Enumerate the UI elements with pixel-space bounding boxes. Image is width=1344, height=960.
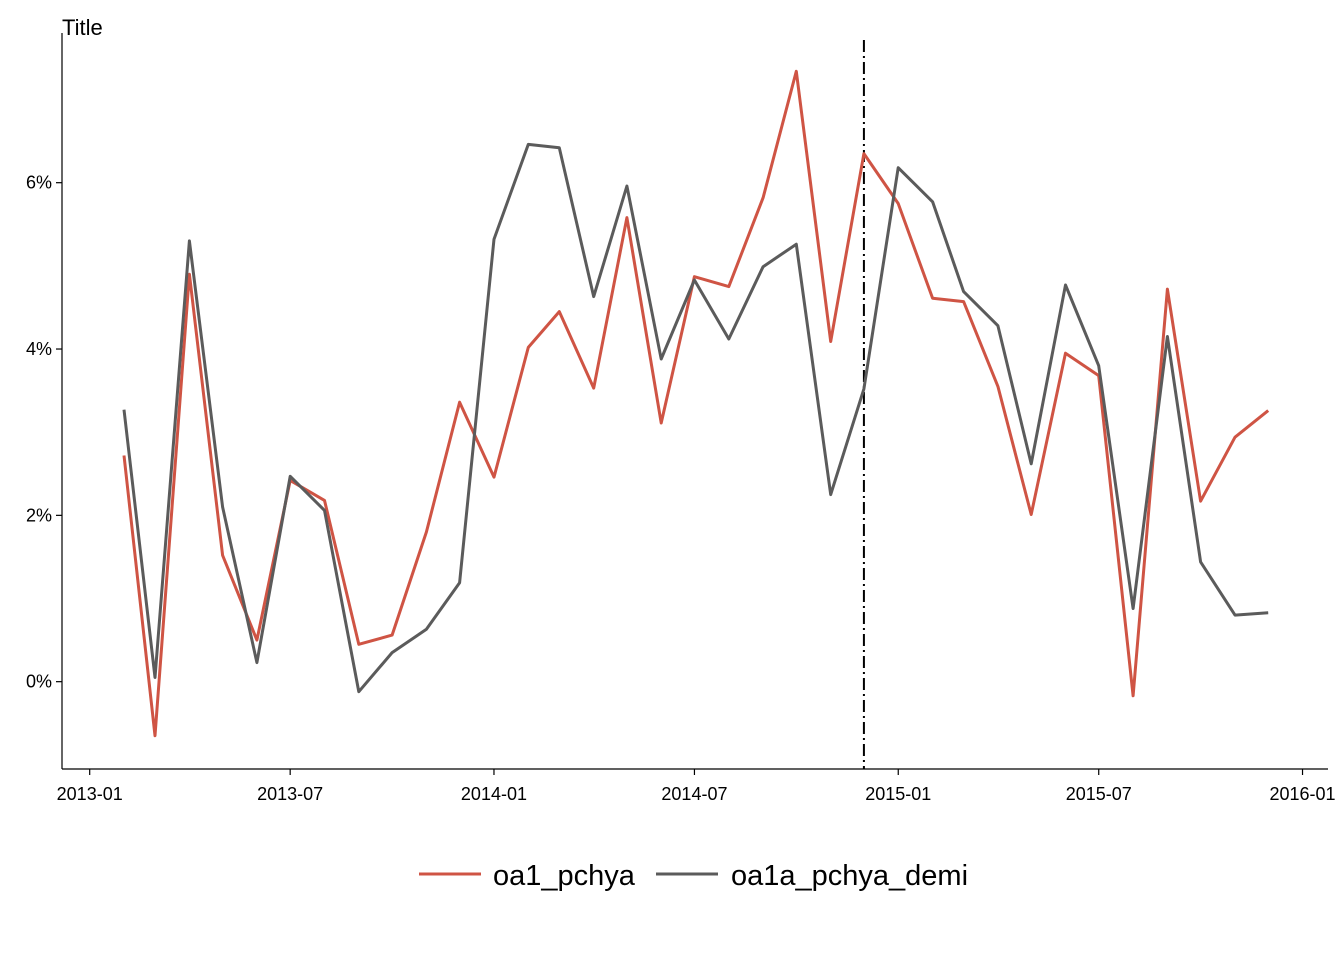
x-tick-label: 2015-07 <box>1066 784 1132 804</box>
x-tick-label: 2013-01 <box>57 784 123 804</box>
x-tick-label: 2014-07 <box>661 784 727 804</box>
x-tick-label: 2016-01 <box>1269 784 1335 804</box>
y-tick-label: 4% <box>26 339 52 359</box>
x-axis-ticks: 2013-01 2013-07 2014-01 2014-07 2015-01 2015-… <box>57 769 1336 804</box>
y-tick-label: 6% <box>26 173 52 193</box>
axes <box>61 33 1328 770</box>
legend-label: oa1a_pchya_demi <box>731 860 968 892</box>
series-line-oa1_pchya <box>122 69 1270 738</box>
y-axis-ticks: 0% 2% 4% 6% <box>26 173 62 692</box>
series-line-oa1a_pchya_demi <box>122 142 1269 694</box>
x-tick-label: 2014-01 <box>461 784 527 804</box>
chart-title: Title <box>62 15 103 40</box>
x-tick-label: 2015-01 <box>865 784 931 804</box>
y-tick-label: 2% <box>26 505 52 525</box>
series-lines <box>122 69 1270 738</box>
legend: oa1_pchya oa1a_pchya_demi <box>419 860 968 892</box>
y-tick-label: 0% <box>26 672 52 692</box>
legend-label: oa1_pchya <box>493 860 636 892</box>
x-tick-label: 2013-07 <box>257 784 323 804</box>
